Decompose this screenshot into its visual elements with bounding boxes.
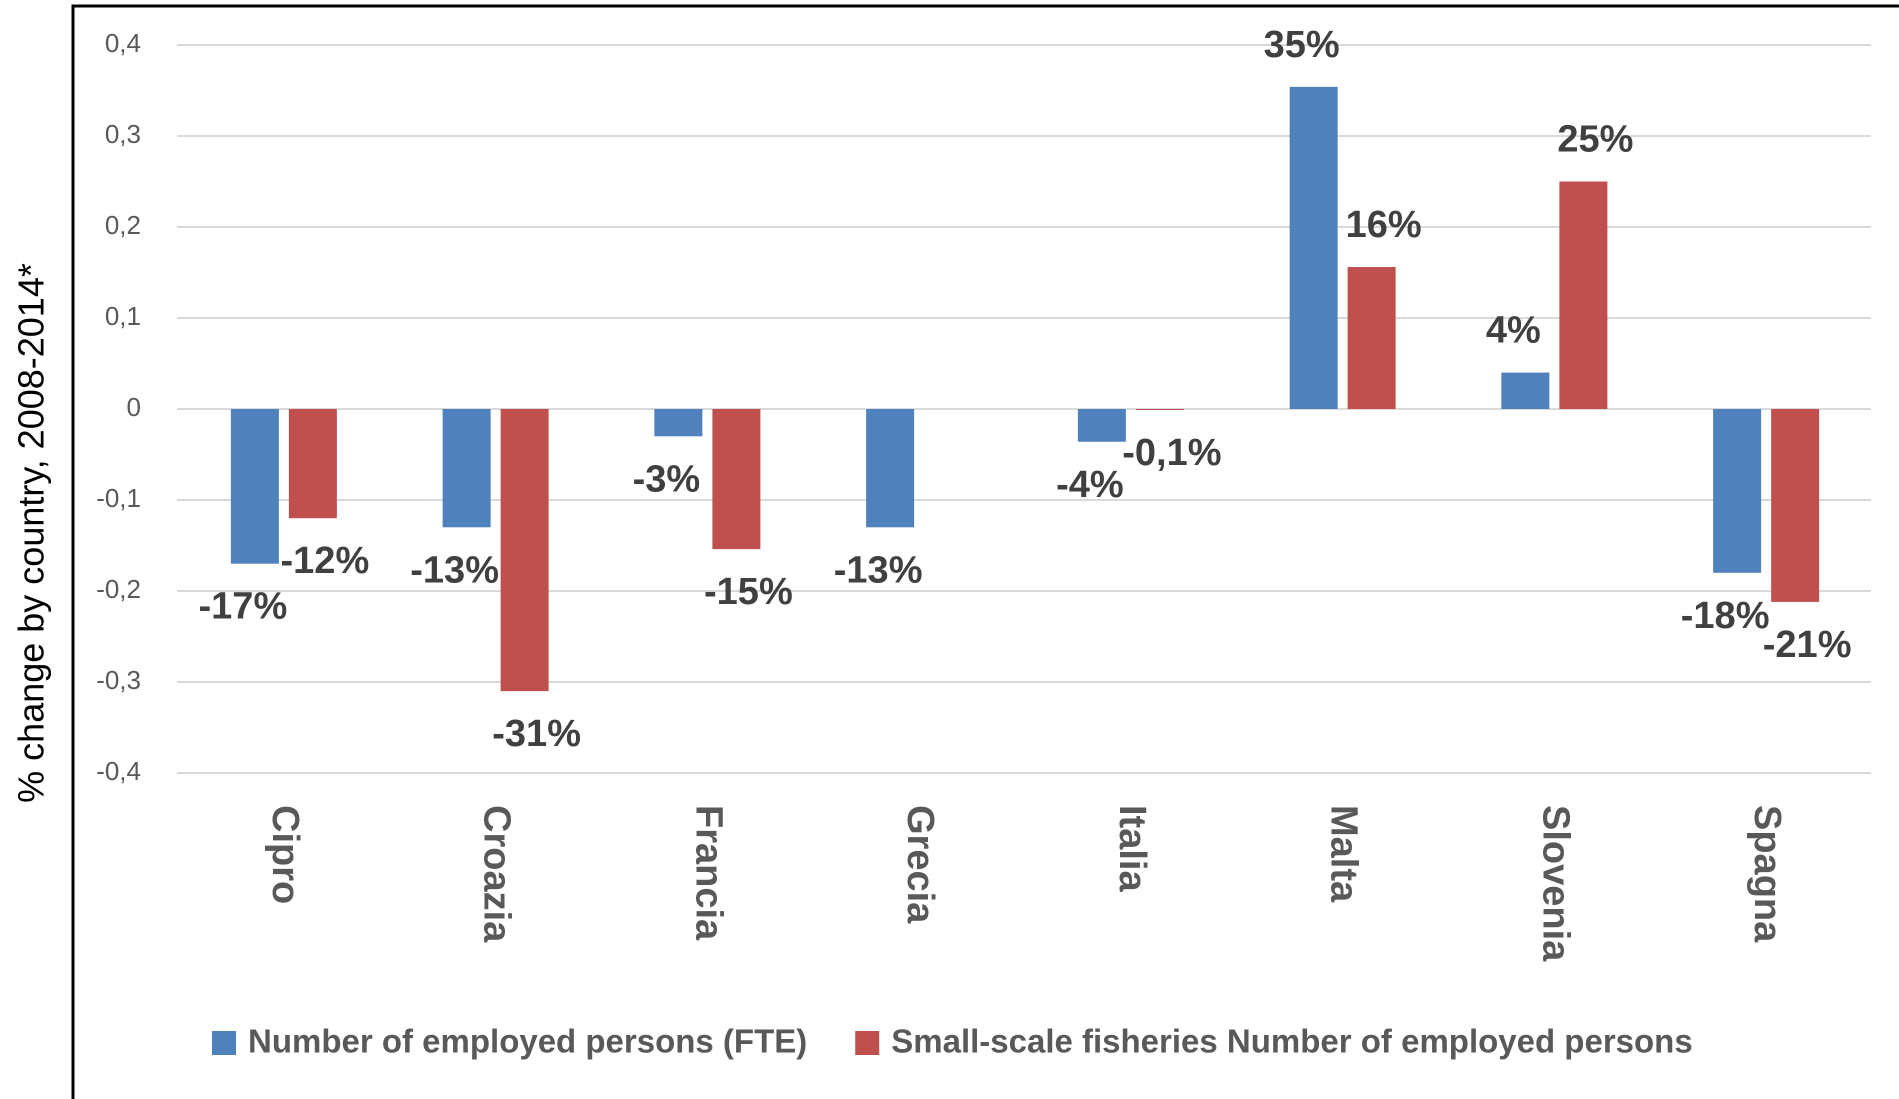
- data-label: -31%: [492, 713, 581, 755]
- x-tick-label: Malta: [1323, 805, 1365, 903]
- x-tick-label: Italia: [1111, 805, 1153, 892]
- bar: [230, 409, 279, 564]
- y-axis-title: % change by country, 2008-2014*: [11, 263, 52, 803]
- legend-swatch: [855, 1031, 880, 1055]
- data-label: -21%: [1763, 624, 1852, 666]
- bar: [442, 409, 491, 528]
- bar: [1289, 86, 1338, 410]
- bar: [1347, 267, 1396, 409]
- bar: [712, 409, 761, 550]
- data-label: -13%: [834, 549, 923, 591]
- x-tick-label: Spagna: [1746, 805, 1788, 943]
- x-tick-label: Croazia: [476, 805, 518, 943]
- bar: [866, 409, 915, 528]
- y-tick-label: -0,4: [96, 756, 141, 786]
- x-tick-label: Grecia: [899, 805, 941, 924]
- data-label: 16%: [1346, 204, 1422, 246]
- data-label: 35%: [1264, 24, 1340, 66]
- legend-label: Number of employed persons (FTE): [248, 1023, 807, 1060]
- bar: [500, 409, 549, 692]
- data-label: -12%: [281, 540, 370, 582]
- x-tick-label: Cipro: [264, 805, 306, 904]
- data-label: -4%: [1056, 464, 1124, 506]
- frame: [71, 4, 1899, 1099]
- y-tick-label: 0,2: [105, 210, 141, 240]
- y-tick-label: 0: [127, 392, 141, 422]
- bar: [1135, 409, 1184, 410]
- y-tick-label: -0,3: [96, 665, 141, 695]
- data-label: -15%: [704, 571, 793, 613]
- data-label: 4%: [1486, 310, 1541, 352]
- bar: [1501, 372, 1550, 409]
- bar: [288, 409, 337, 519]
- data-label: -3%: [633, 458, 701, 500]
- bar: [1077, 409, 1126, 442]
- x-tick-label: Slovenia: [1534, 805, 1576, 962]
- legend-swatch: [212, 1031, 236, 1055]
- legend-label: Small-scale fisheries Number of employed…: [891, 1023, 1692, 1060]
- x-tick-label: Francia: [687, 805, 729, 941]
- y-tick-label: 0,4: [105, 28, 141, 58]
- bar: [654, 409, 703, 437]
- y-tick-label: 0,1: [105, 301, 141, 331]
- bar: [1771, 409, 1820, 602]
- data-label: -0,1%: [1122, 432, 1221, 474]
- data-label: 25%: [1557, 119, 1633, 161]
- data-label: -17%: [199, 586, 288, 628]
- bar: [1713, 409, 1762, 573]
- data-label: -18%: [1681, 595, 1770, 637]
- bar: [1559, 181, 1608, 409]
- y-tick-label: -0,1: [96, 483, 141, 513]
- y-tick-label: 0,3: [105, 119, 141, 149]
- y-tick-label: -0,2: [96, 574, 141, 604]
- data-label: -13%: [410, 549, 499, 591]
